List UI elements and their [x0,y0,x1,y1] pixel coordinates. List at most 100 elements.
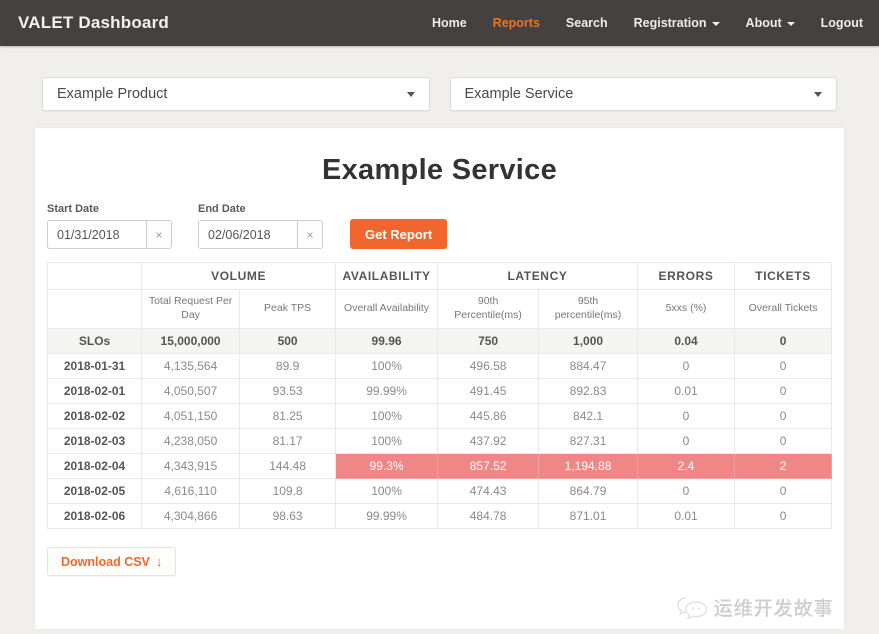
cell: 0.01 [636,378,736,404]
end-date-clear-button[interactable]: × [297,221,322,248]
cell: 4,050,507 [141,378,241,404]
column-header-peak-tps: Peak TPS [239,289,337,329]
brand-title[interactable]: VALET Dashboard [18,13,169,32]
start-date-clear-button[interactable]: × [146,221,171,248]
row-label: 2018-02-02 [46,403,143,429]
cell: 100% [335,403,439,429]
cell: 892.83 [538,378,638,404]
cell: 0 [636,353,736,379]
table-row-2018-02-04: 2018-02-04 4,343,915 144.48 99.3% 857.52 1,19… [46,453,832,479]
end-date-label: End Date [198,203,246,215]
table-subheader-row: Total Request Per Day Peak TPS Overall Ava… [46,289,832,329]
nav-menu: Home Reports Search Registration About Logout [432,16,863,30]
row-label: 2018-02-01 [46,378,143,404]
cell: 99.99% [335,503,439,529]
nav-item-label: Logout [820,16,863,30]
cell: 81.25 [239,403,337,429]
end-date-input[interactable] [199,221,297,248]
start-date-input[interactable] [48,221,146,248]
cell: 89.9 [239,353,337,379]
group-header-tickets: TICKETS [734,262,832,290]
top-navbar: VALET Dashboard Home Reports Search Registr… [0,0,879,46]
cell: 500 [239,328,337,354]
cell: 4,051,150 [141,403,241,429]
cell: 884.47 [538,353,638,379]
cell: 0 [636,428,736,454]
row-label: 2018-02-04 [46,453,143,479]
nav-item-label: About [745,16,782,30]
cell: 871.01 [538,503,638,529]
table-body: SLOs 15,000,000 500 99.96 750 1,000 0.04 0 2018-… [46,328,832,529]
nav-item-reports[interactable]: Reports [493,16,540,30]
cell: 99.96 [335,328,439,354]
download-arrow-icon: ↓ [155,554,163,569]
service-select[interactable]: Example Service [449,77,837,111]
cell: 4,343,915 [141,453,241,479]
row-label: 2018-02-05 [46,478,143,504]
report-card: Example Service Start Date × End Date × … [35,128,844,629]
cell: 857.52 [437,453,540,479]
date-controls: Start Date × End Date × Get Report [47,203,832,249]
nav-item-search[interactable]: Search [566,16,608,30]
cell: 0.04 [636,328,736,354]
table-row-2018-02-01: 2018-02-01 4,050,507 93.53 99.99% 491.45 892.… [46,378,832,404]
cell: 437.92 [437,428,540,454]
cell: 0 [734,353,832,379]
cell: 99.3% [335,453,439,479]
cell: 99.99% [335,378,439,404]
cell: 4,135,564 [141,353,241,379]
table-row-2018-02-03: 2018-02-03 4,238,050 81.17 100% 437.92 827.31… [46,428,832,454]
cell: 491.45 [437,378,540,404]
chevron-down-icon [406,91,415,97]
start-date-label: Start Date [47,203,99,215]
cell: 100% [335,353,439,379]
cell: 0 [734,428,832,454]
cell: 93.53 [239,378,337,404]
start-date-field: Start Date × [47,203,172,249]
table-row-slos: SLOs 15,000,000 500 99.96 750 1,000 0.04 0 [46,328,832,354]
cell: 0 [734,403,832,429]
table-row-2018-02-02: 2018-02-02 4,051,150 81.25 100% 445.86 842.1 0… [46,403,832,429]
table-row-2018-02-05: 2018-02-05 4,616,110 109.8 100% 474.43 864.79… [46,478,832,504]
chevron-down-icon [814,91,822,97]
nav-item-registration[interactable]: Registration [634,16,720,30]
start-date-group: × [47,220,172,249]
table-row-2018-02-06: 2018-02-06 4,304,866 98.63 99.99% 484.78 871.… [46,503,832,529]
cell: 98.63 [239,503,337,529]
page-title: Example Service [321,154,558,186]
cell: 4,238,050 [141,428,241,454]
nav-item-about[interactable]: About [746,16,795,30]
filter-row: Example Product Example Service [42,77,837,111]
cell: 864.79 [538,478,638,504]
cell: 100% [335,428,439,454]
cell: 474.43 [437,478,540,504]
nav-item-label: Registration [633,16,707,30]
nav-item-label: Reports [492,16,540,30]
cell: 842.1 [538,403,638,429]
row-label: 2018-02-06 [46,503,143,529]
end-date-field: End Date × [198,203,323,249]
group-header-errors: ERRORS [636,262,736,290]
download-csv-label: Download CSV [61,554,150,569]
cell: 0 [636,403,736,429]
table-row-2018-01-31: 2018-01-31 4,135,564 89.9 100% 496.58 884.47 0… [46,353,832,379]
nav-item-label: Home [431,16,467,30]
group-header-volume: VOLUME [141,262,337,290]
chevron-down-icon [786,22,795,26]
nav-item-logout[interactable]: Logout [821,16,863,30]
cell: 109.8 [239,478,337,504]
cell: 0 [636,478,736,504]
cell: 496.58 [437,353,540,379]
nav-item-home[interactable]: Home [432,16,467,30]
group-header-empty [46,262,143,290]
download-csv-button[interactable]: Download CSV ↓ [47,547,177,576]
watermark: 运维开发故事 [676,594,834,621]
product-select[interactable]: Example Product [42,77,430,111]
group-header-availability: AVAILABILITY [335,262,439,290]
watermark-chat-bubbles-icon [677,596,708,620]
cell: 1,000 [538,328,638,354]
chevron-down-icon [711,22,720,26]
column-header-90th-percentile-ms-: 90th Percentile(ms) [437,289,540,329]
get-report-button[interactable]: Get Report [350,219,448,249]
metrics-table: VOLUME AVAILABILITY LATENCY ERRORS TICKETS T… [46,262,832,529]
